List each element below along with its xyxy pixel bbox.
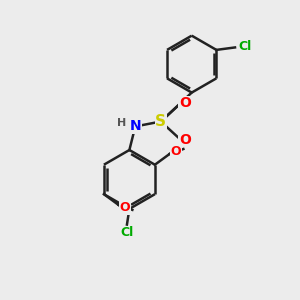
Text: N: N	[130, 119, 141, 134]
Text: H: H	[117, 118, 126, 128]
Text: Cl: Cl	[120, 226, 134, 239]
Text: O: O	[179, 96, 191, 110]
Text: O: O	[120, 201, 130, 214]
Text: Cl: Cl	[238, 40, 251, 53]
Text: O: O	[179, 133, 191, 147]
Text: S: S	[155, 114, 166, 129]
Text: O: O	[171, 145, 181, 158]
